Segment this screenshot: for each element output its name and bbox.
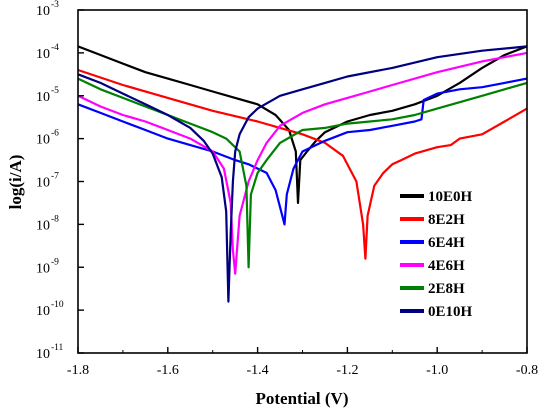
y-tick-exponent: -8 — [51, 214, 59, 224]
y-tick-exponent: -10 — [51, 300, 64, 310]
x-axis: -1.8 -1.6 -1.4 -1.2 -1.0 -0.8 — [67, 347, 538, 378]
series-line-4e6h — [77, 51, 528, 275]
y-tick-base: 10 — [36, 218, 50, 233]
y-tick-label: 10 — [36, 133, 50, 148]
series-line-0e10h — [77, 45, 528, 303]
legend-label: 4E6H — [428, 258, 465, 274]
y-tick-base: 10 — [36, 47, 50, 62]
y-tick-label: 10 — [36, 304, 50, 319]
y-axis-title: log(i/A) — [6, 155, 25, 210]
x-axis-title: Potential (V) — [255, 389, 348, 408]
legend-label: 6E4H — [428, 235, 465, 251]
y-tick-label: 10 — [36, 261, 50, 276]
series-line-8e2h — [77, 68, 528, 260]
y-tick-exponent: -11 — [51, 343, 64, 353]
legend-label: 2E8H — [428, 281, 465, 297]
y-tick-base: 10 — [36, 133, 50, 148]
series-line-10e0h — [77, 45, 528, 204]
legend: 10E0H 8E2H 6E4H 4E6H 2E8H 0E10H — [400, 189, 473, 320]
y-tick-label: 10 — [36, 90, 50, 105]
y-tick-label: 10 — [36, 347, 50, 362]
legend-label: 0E10H — [428, 304, 473, 320]
y-tick-base: 10 — [36, 304, 50, 319]
y-tick-label: 10 — [36, 47, 50, 62]
legend-label: 8E2H — [428, 212, 465, 228]
x-tick-label: -1.2 — [336, 363, 358, 378]
y-tick-exponent: -4 — [51, 43, 59, 53]
series-line-6e4h — [77, 77, 528, 226]
plot-frame — [77, 9, 528, 354]
y-tick-base: 10 — [36, 176, 50, 191]
plot-lines-group — [77, 45, 528, 303]
y-tick-base: 10 — [36, 90, 50, 105]
legend-label: 10E0H — [428, 189, 473, 205]
x-tick-label: -1.8 — [67, 363, 89, 378]
y-tick-label: 10 — [36, 4, 50, 19]
y-tick-exponent: -6 — [51, 129, 59, 139]
y-tick-base: 10 — [36, 4, 50, 19]
y-tick-base: 10 — [36, 261, 50, 276]
y-tick-label: 10 — [36, 218, 50, 233]
y-tick-exponent: -7 — [51, 172, 59, 182]
x-tick-label: -1.0 — [426, 363, 448, 378]
y-tick-exponent: -3 — [51, 0, 59, 10]
y-tick-exponent: -5 — [51, 86, 59, 96]
x-tick-label: -1.6 — [157, 363, 179, 378]
y-tick-exponent: -9 — [51, 257, 59, 267]
x-tick-label: -0.8 — [516, 363, 538, 378]
x-tick-label: -1.4 — [247, 363, 269, 378]
y-tick-base: 10 — [36, 347, 50, 362]
y-tick-label: 10 — [36, 176, 50, 191]
